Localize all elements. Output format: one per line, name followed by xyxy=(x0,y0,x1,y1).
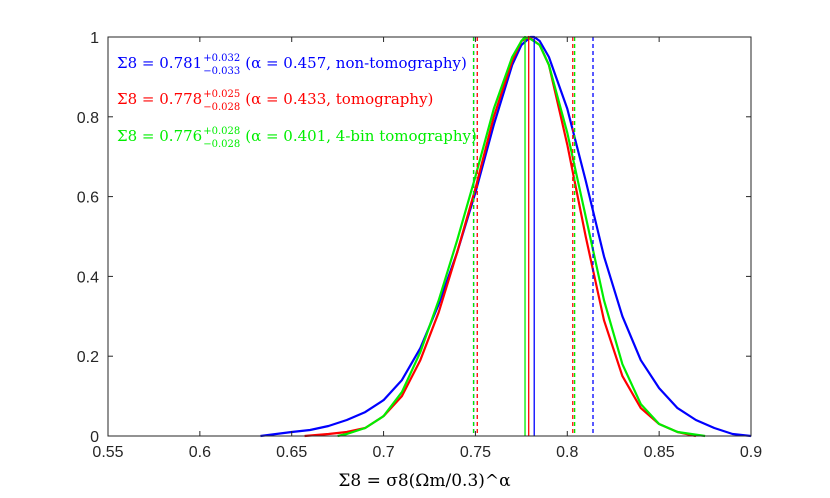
x-tick-label: 0.9 xyxy=(740,444,762,461)
series-line-3 xyxy=(337,35,706,438)
legend-value: Σ8 = 0.781 xyxy=(117,54,202,72)
curves-group xyxy=(260,35,752,438)
legend-sub: −0.028 xyxy=(203,139,240,150)
legend-params: (α = 0.401, 4-bin tomography) xyxy=(245,127,477,145)
legend-sup: +0.028 xyxy=(203,126,240,137)
x-tick-label: 0.6 xyxy=(189,444,211,461)
x-tick-label: 0.7 xyxy=(372,444,394,461)
x-tick-label: 0.8 xyxy=(556,444,578,461)
legend-value: Σ8 = 0.778 xyxy=(117,90,202,108)
y-tick-label: 0.4 xyxy=(77,269,99,286)
legend-entry-3: Σ8 = 0.776 +0.028 −0.028 (α = 0.401, 4-bin … xyxy=(117,126,477,150)
y-tick-label: 0.2 xyxy=(77,349,99,366)
x-tick-label: 0.85 xyxy=(644,444,675,461)
series-line-1 xyxy=(260,35,752,438)
x-tick-label: 0.55 xyxy=(92,444,123,461)
legend-entry-1: Σ8 = 0.781 +0.032 −0.033 (α = 0.457, non-to… xyxy=(117,53,467,77)
legend-sup: +0.032 xyxy=(203,53,240,64)
x-tick-label: 0.75 xyxy=(460,444,491,461)
x-tick-label: 0.65 xyxy=(276,444,307,461)
legend-sub: −0.028 xyxy=(203,102,240,113)
y-tick-label: 1 xyxy=(90,30,99,47)
legend-group: Σ8 = 0.781 +0.032 −0.033 (α = 0.457, non-to… xyxy=(117,53,477,150)
y-tick-label: 0 xyxy=(90,429,99,446)
vlines-group xyxy=(472,37,594,436)
y-tick-label: 0.6 xyxy=(77,190,99,207)
plot-frame xyxy=(107,36,752,437)
x-axis-label: Σ8 = σ8(Ωm/0.3)^α xyxy=(338,471,511,491)
legend-sup: +0.025 xyxy=(203,89,240,100)
legend-entry-2: Σ8 = 0.778 +0.025 −0.028 (α = 0.433, tomogr… xyxy=(117,89,433,113)
legend-value: Σ8 = 0.776 xyxy=(117,127,202,145)
y-tick-label: 0.8 xyxy=(77,110,99,127)
plot-area xyxy=(108,37,751,436)
legend-sub: −0.033 xyxy=(203,66,240,77)
legend-params: (α = 0.457, non-tomography) xyxy=(245,54,467,72)
ticks-group: 0.55 0.6 0.65 0.7 0.75 0.8 0.85 0.9 0 0.2 0.4 0.6 0.… xyxy=(77,30,762,461)
legend-params: (α = 0.433, tomography) xyxy=(245,90,433,108)
